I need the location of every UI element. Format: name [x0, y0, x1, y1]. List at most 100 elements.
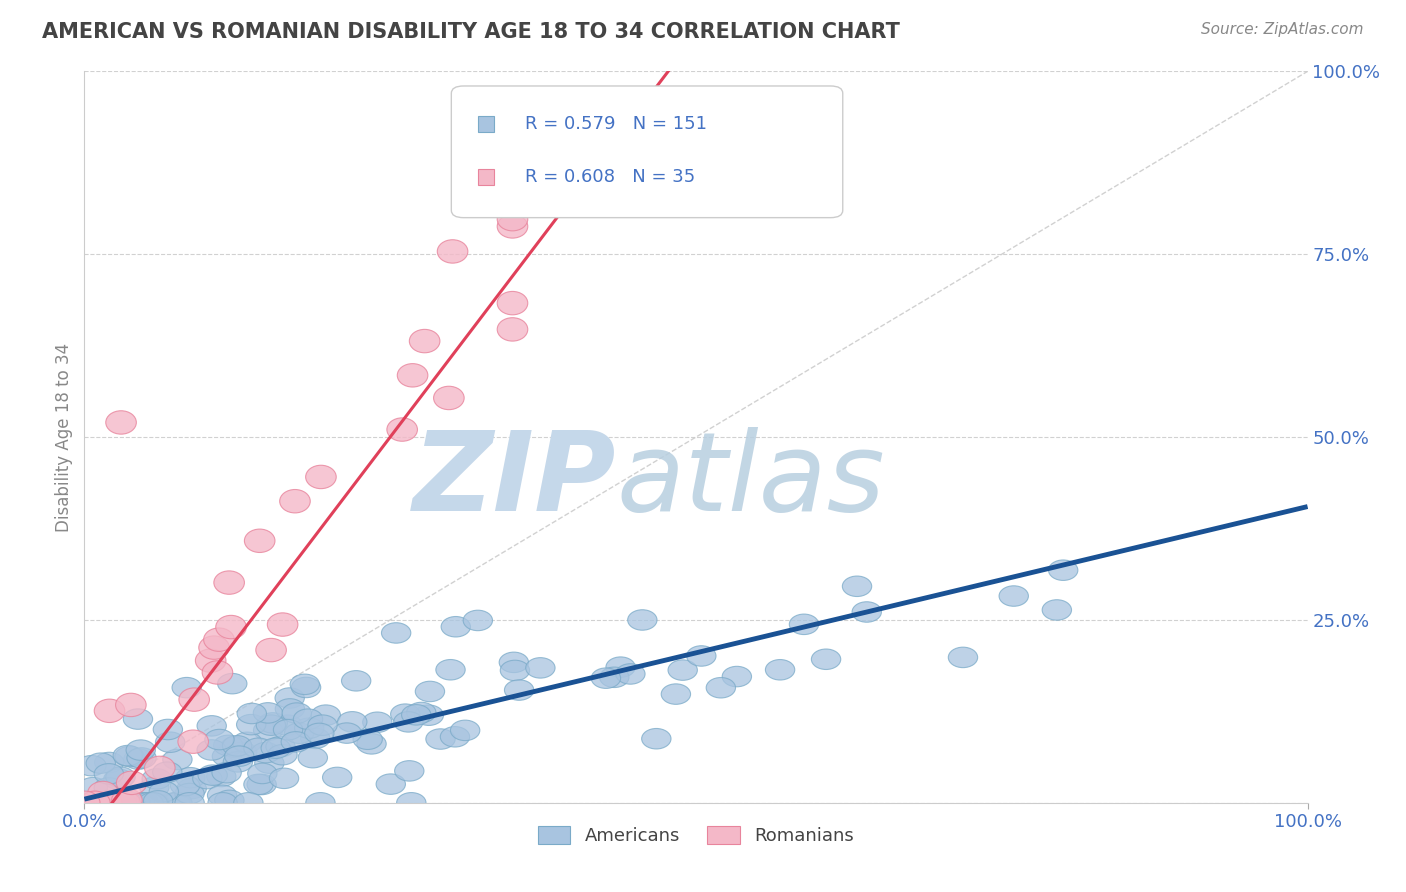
Ellipse shape [305, 723, 335, 744]
Ellipse shape [207, 766, 236, 787]
FancyBboxPatch shape [478, 116, 495, 132]
Ellipse shape [117, 772, 148, 795]
Ellipse shape [298, 747, 328, 768]
Ellipse shape [221, 737, 249, 757]
Ellipse shape [723, 666, 752, 687]
Ellipse shape [115, 747, 145, 767]
Ellipse shape [262, 738, 291, 758]
Text: R = 0.608   N = 35: R = 0.608 N = 35 [524, 169, 695, 186]
Ellipse shape [94, 699, 125, 723]
Ellipse shape [208, 793, 238, 813]
Ellipse shape [375, 774, 405, 795]
Ellipse shape [627, 610, 657, 631]
Ellipse shape [294, 709, 323, 730]
Ellipse shape [214, 735, 243, 756]
Ellipse shape [305, 793, 335, 813]
Ellipse shape [498, 208, 527, 231]
Ellipse shape [105, 767, 135, 788]
Ellipse shape [224, 752, 253, 772]
Ellipse shape [174, 783, 204, 804]
Ellipse shape [661, 684, 690, 705]
Ellipse shape [142, 769, 172, 789]
Ellipse shape [266, 737, 295, 756]
Ellipse shape [163, 793, 193, 813]
Text: atlas: atlas [616, 427, 886, 534]
Ellipse shape [437, 240, 468, 263]
Text: Source: ZipAtlas.com: Source: ZipAtlas.com [1201, 22, 1364, 37]
Ellipse shape [139, 793, 169, 813]
Ellipse shape [283, 703, 312, 723]
Ellipse shape [305, 466, 336, 489]
Ellipse shape [433, 386, 464, 409]
Ellipse shape [125, 793, 155, 813]
Ellipse shape [94, 752, 124, 772]
Ellipse shape [463, 610, 492, 631]
Ellipse shape [402, 705, 430, 725]
Ellipse shape [948, 648, 977, 667]
Ellipse shape [134, 793, 163, 813]
Ellipse shape [245, 529, 276, 552]
Ellipse shape [225, 746, 254, 766]
Ellipse shape [170, 775, 200, 796]
Ellipse shape [415, 705, 443, 725]
Ellipse shape [252, 742, 281, 763]
Ellipse shape [228, 742, 257, 763]
Ellipse shape [273, 720, 302, 740]
Ellipse shape [644, 111, 675, 135]
Ellipse shape [145, 756, 176, 780]
Ellipse shape [121, 793, 150, 813]
Ellipse shape [311, 705, 340, 725]
Ellipse shape [233, 793, 263, 813]
FancyBboxPatch shape [478, 169, 495, 186]
Ellipse shape [232, 732, 262, 753]
Ellipse shape [276, 698, 305, 719]
Y-axis label: Disability Age 18 to 34: Disability Age 18 to 34 [55, 343, 73, 532]
Ellipse shape [668, 660, 697, 681]
Ellipse shape [1000, 586, 1028, 607]
Ellipse shape [616, 664, 645, 684]
Ellipse shape [256, 714, 285, 735]
Ellipse shape [96, 793, 125, 813]
Ellipse shape [222, 736, 252, 756]
Ellipse shape [111, 789, 142, 812]
Ellipse shape [398, 364, 427, 387]
Ellipse shape [267, 745, 297, 765]
Ellipse shape [852, 602, 882, 623]
Ellipse shape [387, 417, 418, 442]
Ellipse shape [89, 793, 118, 813]
Ellipse shape [259, 713, 287, 733]
Ellipse shape [281, 731, 311, 752]
Ellipse shape [357, 733, 387, 754]
Ellipse shape [1042, 599, 1071, 620]
Ellipse shape [107, 793, 136, 813]
Ellipse shape [91, 791, 122, 814]
Ellipse shape [363, 712, 392, 732]
Ellipse shape [337, 712, 367, 732]
Ellipse shape [214, 571, 245, 594]
Ellipse shape [94, 793, 124, 813]
Ellipse shape [79, 778, 108, 798]
Ellipse shape [198, 636, 229, 659]
Ellipse shape [247, 774, 277, 795]
Ellipse shape [686, 646, 716, 666]
Ellipse shape [153, 762, 181, 782]
Ellipse shape [526, 657, 555, 678]
Ellipse shape [236, 714, 266, 735]
Ellipse shape [107, 789, 136, 809]
Ellipse shape [501, 660, 530, 681]
Ellipse shape [139, 777, 169, 797]
Ellipse shape [86, 793, 115, 813]
Ellipse shape [193, 768, 222, 789]
Ellipse shape [498, 318, 527, 341]
Ellipse shape [765, 659, 794, 680]
Ellipse shape [450, 720, 479, 740]
Ellipse shape [243, 774, 273, 795]
Ellipse shape [396, 793, 426, 813]
Ellipse shape [80, 791, 110, 814]
Ellipse shape [205, 730, 235, 750]
Ellipse shape [284, 723, 314, 743]
Ellipse shape [267, 613, 298, 636]
Ellipse shape [176, 767, 205, 788]
Ellipse shape [395, 761, 425, 781]
Ellipse shape [80, 791, 110, 814]
